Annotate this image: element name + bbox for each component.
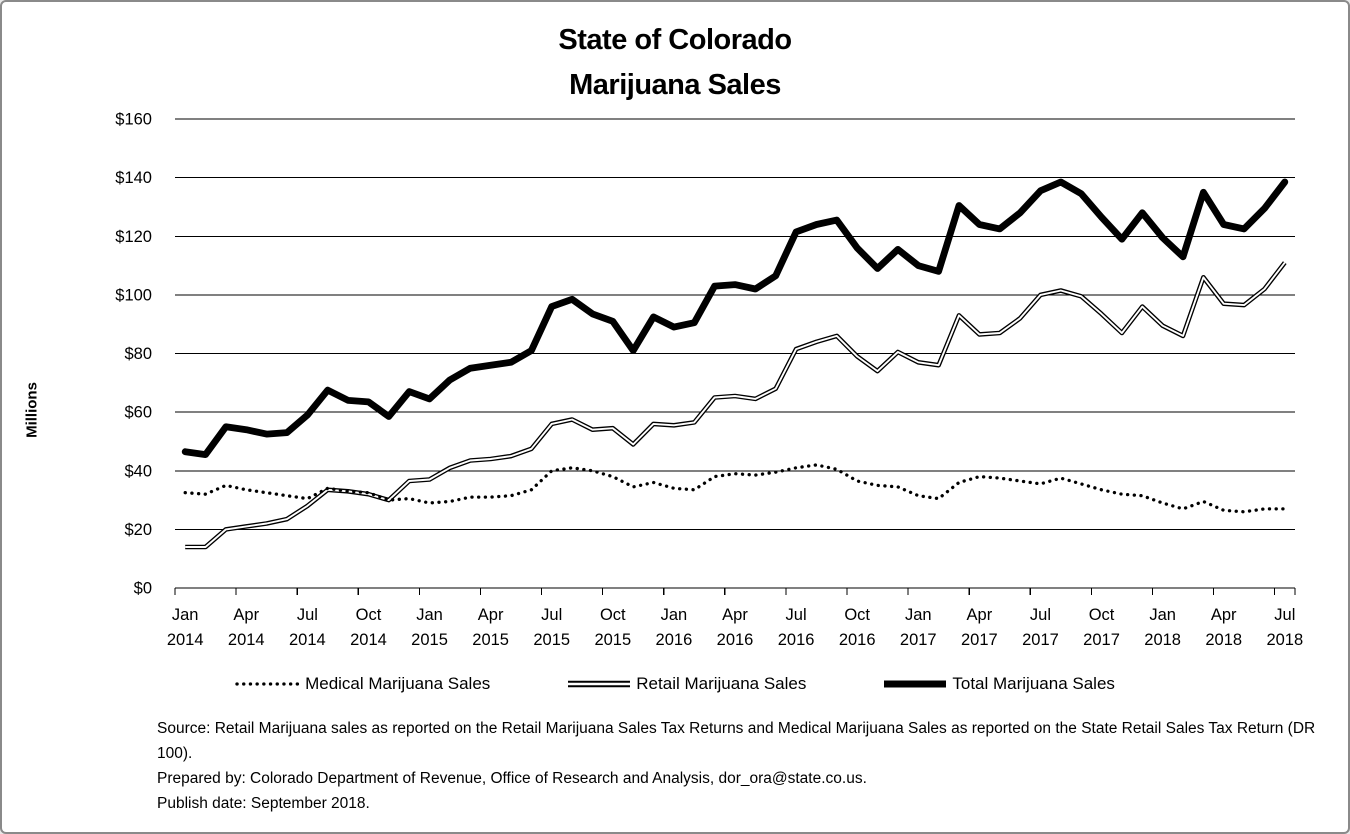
y-tick-label: $40: [124, 462, 152, 480]
x-tick-label-year: 2015: [533, 631, 570, 649]
y-tick-label: $100: [115, 286, 152, 304]
x-tick-label-month: Jul: [541, 606, 562, 624]
x-tick-label-year: 2016: [778, 631, 815, 649]
x-tick-label-year: 2014: [289, 631, 326, 649]
x-tick-label-year: 2017: [1022, 631, 1059, 649]
x-tick-label-month: Jan: [416, 606, 443, 624]
x-tick-label-month: Oct: [600, 606, 626, 624]
x-tick-label-month: Jan: [661, 606, 688, 624]
legend-item-dotted: Medical Marijuana Sales: [235, 674, 490, 694]
x-tick-label-year: 2018: [1144, 631, 1181, 649]
chart-title: State of Colorado Marijuana Sales: [2, 18, 1348, 108]
y-tick-label: $0: [134, 580, 152, 598]
footer-notes: Source: Retail Marijuana sales as report…: [157, 716, 1347, 816]
legend-item-thick: Total Marijuana Sales: [882, 674, 1115, 694]
legend-label: Total Marijuana Sales: [952, 674, 1115, 693]
x-tick-label-year: 2016: [717, 631, 754, 649]
chart-legend: Medical Marijuana Sales Retail Marijuana …: [2, 674, 1348, 694]
legend-double-line-icon: [568, 680, 631, 688]
legend-item-double: Retail Marijuana Sales: [566, 674, 806, 694]
x-tick-label-year: 2015: [472, 631, 509, 649]
x-tick-label-year: 2018: [1205, 631, 1242, 649]
series-line-retail: [185, 261, 1287, 550]
series-line-total: [181, 178, 1289, 458]
y-tick-label: $60: [124, 404, 152, 422]
legend-dotted-line-icon: [235, 682, 301, 686]
x-tick-label-year: 2015: [411, 631, 448, 649]
x-tick-label-year: 2015: [594, 631, 631, 649]
y-tick-label: $160: [115, 111, 152, 129]
x-tick-label-month: Jan: [172, 606, 199, 624]
legend-thick-line-icon: [884, 680, 947, 688]
y-tick-label: $20: [124, 521, 152, 539]
x-tick-label-month: Jul: [1274, 606, 1295, 624]
y-tick-label: $140: [115, 169, 152, 187]
series-line-medical: [183, 463, 1287, 514]
x-tick-label-month: Apr: [722, 606, 748, 624]
x-tick-label-month: Jul: [786, 606, 807, 624]
x-tick-label-month: Apr: [967, 606, 993, 624]
legend-label: Medical Marijuana Sales: [305, 674, 491, 693]
x-tick-label-month: Oct: [844, 606, 870, 624]
x-tick-label-month: Apr: [478, 606, 504, 624]
x-tick-label-month: Jan: [1149, 606, 1176, 624]
y-tick-label: $80: [124, 345, 152, 363]
x-tick-label-year: 2016: [839, 631, 876, 649]
x-tick-label-year: 2014: [167, 631, 204, 649]
x-tick-label-month: Apr: [233, 606, 259, 624]
x-tick-label-month: Jul: [1030, 606, 1051, 624]
chart-title-line2: Marijuana Sales: [569, 69, 781, 101]
publish-date-note: Publish date: September 2018.: [157, 795, 370, 812]
x-tick-label-month: Apr: [1211, 606, 1237, 624]
x-tick-label-month: Jan: [905, 606, 932, 624]
chart-title-line1: State of Colorado: [558, 24, 792, 56]
x-tick-label-year: 2017: [961, 631, 998, 649]
x-tick-label-year: 2017: [900, 631, 937, 649]
x-tick-label-month: Jul: [297, 606, 318, 624]
prepared-by-note: Prepared by: Colorado Department of Reve…: [157, 770, 867, 787]
x-tick-label-year: 2016: [656, 631, 693, 649]
legend-label: Retail Marijuana Sales: [636, 674, 807, 693]
x-tick-label-year: 2017: [1083, 631, 1120, 649]
x-tick-label-year: 2014: [228, 631, 265, 649]
x-tick-label-month: Oct: [356, 606, 382, 624]
y-tick-label: $120: [115, 228, 152, 246]
series-line-retail-core: [185, 262, 1286, 548]
x-tick-label-year: 2014: [350, 631, 387, 649]
x-tick-label-month: Oct: [1089, 606, 1115, 624]
x-tick-label-year: 2018: [1266, 631, 1303, 649]
source-note: Source: Retail Marijuana sales as report…: [157, 720, 1316, 762]
